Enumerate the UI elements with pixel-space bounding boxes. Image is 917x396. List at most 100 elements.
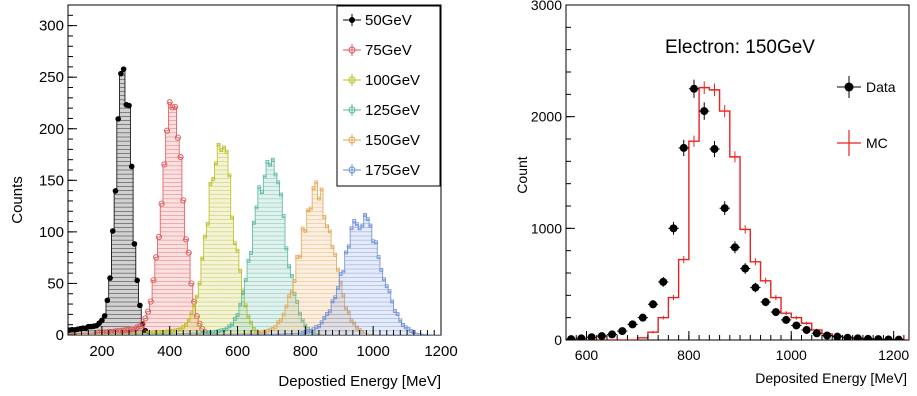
left-series-point xyxy=(360,329,365,334)
left-series-point xyxy=(182,236,190,243)
left-series-point xyxy=(224,326,229,331)
legend-label-Data: Data xyxy=(866,79,896,95)
left-series-point xyxy=(222,145,226,150)
left-series-point xyxy=(289,273,294,278)
left-series-point xyxy=(352,321,357,326)
data-point xyxy=(823,331,832,340)
left-series-point xyxy=(131,241,138,247)
left-series-point xyxy=(325,224,329,229)
left-series-point xyxy=(306,208,310,213)
data-point xyxy=(741,264,750,273)
left-series-point xyxy=(203,234,207,239)
left-series-point xyxy=(163,127,171,134)
right-y-tick-label: 0 xyxy=(554,332,562,348)
left-series-point xyxy=(188,280,195,287)
left-series-point xyxy=(289,289,294,294)
legend-label-100GeV: 100GeV xyxy=(365,72,420,89)
left-series-point xyxy=(287,264,291,269)
left-series-point xyxy=(241,291,245,296)
left-axes-ticks: 200 400 600 800 1000 1200 0 50 100 150 200 250 300 xyxy=(39,4,458,360)
left-legend-box xyxy=(336,5,441,187)
legend-marker-100GeV xyxy=(348,76,356,84)
data-point xyxy=(669,224,678,233)
left-series-point xyxy=(382,277,386,282)
left-series-point xyxy=(317,324,321,329)
data-point xyxy=(587,333,596,340)
data-point xyxy=(864,334,873,340)
legend-marker-Data xyxy=(844,82,854,92)
left-series-point xyxy=(346,244,351,249)
left-series-point xyxy=(317,196,321,201)
left-series-point xyxy=(376,255,381,260)
left-series-point xyxy=(349,226,354,231)
data-point xyxy=(567,335,576,340)
left-series-point xyxy=(174,134,181,141)
data-point xyxy=(761,298,770,307)
left-series-point xyxy=(213,161,218,166)
left-series-point xyxy=(120,66,127,72)
right-axes-ticks: 600 800 1000 1200 0 1000 2000 3000 xyxy=(531,0,910,363)
left-series-point xyxy=(270,327,275,331)
left-series-point xyxy=(230,322,235,327)
left-series-point xyxy=(265,160,270,164)
left-series-point xyxy=(153,254,160,261)
legend-marker-150GeV xyxy=(348,136,356,144)
left-series-point xyxy=(238,268,243,273)
data-point xyxy=(843,333,852,340)
left-series-point xyxy=(325,312,329,316)
left-y-axis-label: Counts xyxy=(9,176,26,224)
left-y-tick-label: 300 xyxy=(39,18,64,35)
left-series-point xyxy=(196,320,203,327)
left-series-point xyxy=(268,162,272,167)
left-series-point xyxy=(276,320,281,325)
right-x-axis-label: Deposited Energy [MeV] xyxy=(755,370,907,386)
left-y-tick-label: 100 xyxy=(39,224,64,241)
right-y-axis-label: Count xyxy=(514,156,530,193)
left-series-point xyxy=(251,327,256,331)
left-series-point xyxy=(262,174,267,179)
right-y-tick-label: 1000 xyxy=(531,220,562,236)
left-series-point xyxy=(249,251,254,255)
left-series-point xyxy=(200,256,205,261)
right-chart: 600 800 1000 1200 0 1000 2000 3000 Electron: 15… xyxy=(514,0,910,386)
data-point xyxy=(884,335,893,340)
left-series-point xyxy=(144,308,152,315)
left-series-point xyxy=(142,315,149,322)
left-legend-entries: 50GeV 75GeV 100GeV 125GeV 150GeV 175GeV xyxy=(343,12,420,179)
legend-label-50GeV: 50GeV xyxy=(365,12,412,29)
left-chart: 200 400 600 800 1000 1200 0 50 100 150 200 250 300 D… xyxy=(9,4,458,390)
left-x-tick-label: 400 xyxy=(157,343,182,360)
data-point xyxy=(700,107,709,116)
data-point xyxy=(833,332,842,340)
left-series-point xyxy=(349,318,354,323)
left-series-point xyxy=(115,116,121,122)
left-series-50GeV xyxy=(68,66,441,335)
left-series-point xyxy=(292,279,297,283)
left-series-point xyxy=(398,318,403,323)
left-x-tick-label: 800 xyxy=(293,343,318,360)
data-point xyxy=(618,327,627,336)
left-series-point xyxy=(327,229,332,234)
left-series-point xyxy=(147,298,154,305)
right-plot-frame xyxy=(565,4,910,341)
left-series-point xyxy=(238,302,243,307)
data-point xyxy=(751,283,760,292)
left-series-point xyxy=(395,312,400,316)
left-series-point xyxy=(279,192,283,197)
left-series-point xyxy=(333,252,338,257)
left-series-point xyxy=(287,294,291,299)
left-series-point xyxy=(104,297,111,304)
left-series-point xyxy=(327,309,332,314)
left-series-point xyxy=(192,303,197,308)
left-x-tick-label: 200 xyxy=(89,343,114,360)
left-histograms xyxy=(68,66,441,335)
right-x-tick-label: 800 xyxy=(677,347,701,363)
left-series-point xyxy=(186,318,191,322)
right-y-tick-label: 3000 xyxy=(531,0,562,13)
left-series-point xyxy=(232,317,237,321)
left-series-point xyxy=(251,220,256,225)
left-series-point xyxy=(227,173,232,178)
left-y-tick-label: 50 xyxy=(47,275,64,292)
left-series-point xyxy=(355,222,359,227)
legend-label-150GeV: 150GeV xyxy=(365,132,420,149)
